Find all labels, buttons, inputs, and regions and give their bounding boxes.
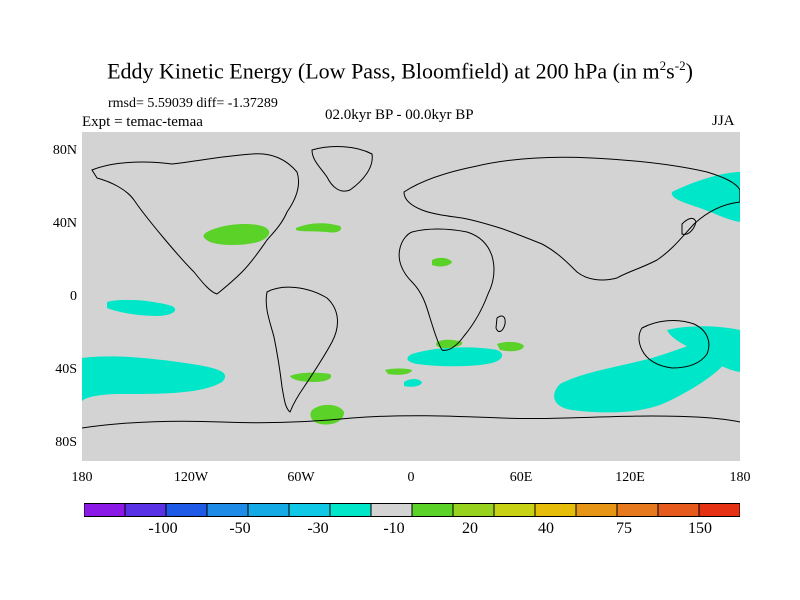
colorbar-label: -30 — [307, 520, 329, 537]
coast-madagascar — [495, 315, 506, 332]
colorbar-swatch — [657, 503, 700, 517]
cyan-region-north-pacific — [671, 172, 740, 222]
coast-europe-asia — [403, 156, 740, 281]
colorbar — [83, 503, 741, 517]
coast-japan — [681, 217, 697, 235]
colorbar-swatch — [247, 503, 290, 517]
colorbar-label: 150 — [688, 520, 712, 537]
coast-antarctica — [82, 415, 740, 429]
lat-label-40s: 40S — [55, 362, 77, 377]
lon-label-120w: 120W — [173, 470, 209, 485]
experiment-label: Expt = temac-temaa — [82, 114, 203, 130]
colorbar-label: 20 — [462, 520, 478, 537]
coast-south-america — [265, 286, 338, 413]
coast-australia — [638, 320, 710, 369]
coastlines — [82, 146, 740, 429]
coast-north-america — [91, 153, 300, 295]
cyan-region-south-pacific — [82, 356, 226, 402]
colorbar-label: -10 — [383, 520, 405, 537]
green-region-indian-south — [497, 341, 524, 352]
coast-greenland — [311, 146, 373, 192]
colorbar-swatch — [411, 503, 454, 517]
stats-text: rmsd= 5.59039 diff= -1.37289 — [108, 96, 278, 111]
lat-label-40n: 40N — [52, 216, 77, 231]
lon-label-0: 0 — [407, 470, 415, 485]
cyan-region-australia-east — [667, 326, 740, 372]
colorbar-swatch — [329, 503, 372, 517]
lat-label-0: 0 — [70, 289, 77, 304]
lon-label-60e: 60E — [509, 470, 533, 485]
world-map — [82, 132, 740, 461]
colorbar-swatch — [165, 503, 208, 517]
map-title: Eddy Kinetic Energy (Low Pass, Bloomfiel… — [107, 58, 693, 84]
colorbar-swatch — [534, 503, 577, 517]
green-region-north-america — [203, 224, 270, 245]
colorbar-swatch — [288, 503, 331, 517]
cyan-region-indian-west — [404, 379, 422, 387]
colorbar-label: -50 — [229, 520, 251, 537]
season-label: JJA — [712, 113, 735, 129]
lat-label-80n: 80N — [52, 143, 77, 158]
colorbar-label: 40 — [538, 520, 554, 537]
lon-label-60w: 60W — [287, 470, 315, 485]
colorbar-swatch — [575, 503, 618, 517]
colorbar-swatch — [124, 503, 167, 517]
lon-label-180w: 180 — [71, 470, 93, 485]
colorbar-swatch — [206, 503, 249, 517]
period-label: 02.0kyr BP - 00.0kyr BP — [325, 107, 474, 123]
map-canvas — [82, 132, 740, 461]
cyan-region-pacific-east — [107, 299, 176, 316]
colorbar-swatch — [616, 503, 659, 517]
colorbar-swatch — [370, 503, 413, 517]
lon-label-180e: 180 — [729, 470, 751, 485]
green-region-sahara — [432, 257, 452, 267]
lat-label-80s: 80S — [55, 435, 77, 450]
coast-africa — [398, 228, 495, 351]
colorbar-swatch — [493, 503, 536, 517]
green-region-north-atlantic — [296, 223, 342, 233]
colorbar-label: -100 — [148, 520, 178, 537]
anomaly-regions — [82, 172, 740, 425]
green-region-south-atlantic — [385, 368, 412, 375]
colorbar-label: 75 — [616, 520, 632, 537]
map-background — [82, 132, 740, 461]
colorbar-swatches — [83, 503, 741, 517]
lon-label-120e: 120E — [615, 470, 645, 485]
colorbar-swatch — [83, 503, 126, 517]
green-region-south-africa — [435, 339, 463, 348]
cyan-region-south-indian — [554, 337, 734, 413]
colorbar-swatch — [698, 503, 741, 517]
cyan-region-south-atlantic — [407, 347, 503, 367]
colorbar-swatch — [452, 503, 495, 517]
